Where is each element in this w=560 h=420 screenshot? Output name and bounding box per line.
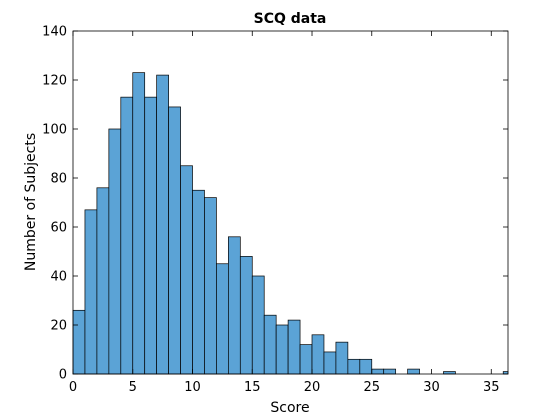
y-tick-label-80: 80 [50, 172, 67, 187]
histogram-bar-8 [168, 106, 181, 375]
bars-group [72, 72, 509, 375]
x-tick-label-5: 5 [129, 380, 137, 395]
x-tick-label-25: 25 [363, 380, 380, 395]
histogram-bar-18 [287, 319, 301, 375]
histogram-bar-25 [371, 368, 385, 375]
histogram-bar-22 [335, 341, 349, 375]
histogram-bar-2 [96, 187, 110, 375]
x-tick-labels: 0 5 10 15 20 25 30 35 [69, 380, 500, 395]
histogram-bar-0 [72, 309, 86, 375]
y-tick-label-40: 40 [50, 270, 67, 285]
y-tick-label-20: 20 [50, 319, 67, 334]
histogram-bar-6 [144, 96, 158, 375]
histogram-bar-12 [216, 263, 229, 375]
histogram-bar-14 [239, 256, 253, 375]
x-tick-label-20: 20 [304, 380, 321, 395]
x-tick-label-35: 35 [483, 380, 500, 395]
histogram-bar-7 [156, 74, 169, 375]
x-tick-label-30: 30 [423, 380, 440, 395]
histogram-bar-19 [299, 344, 313, 375]
histogram-bar-15 [251, 275, 265, 375]
histogram-bar-28 [407, 368, 420, 375]
x-axis-label: Score [270, 400, 309, 416]
y-tick-labels: 0 20 40 60 80 100 120 140 [42, 25, 67, 383]
histogram-bar-13 [228, 236, 241, 375]
histogram-bar-9 [180, 165, 193, 375]
histogram-bar-5 [132, 72, 146, 375]
histogram-bar-16 [263, 314, 277, 375]
y-tick-label-100: 100 [42, 123, 67, 138]
chart-title: SCQ data [254, 11, 327, 27]
y-tick-label-60: 60 [50, 221, 67, 236]
y-axis-label: Number of Subjects [23, 133, 39, 271]
histogram-bar-1 [84, 209, 98, 375]
histogram-bar-11 [204, 197, 217, 375]
histogram-bar-17 [275, 324, 289, 375]
histogram-bar-26 [383, 368, 397, 375]
y-tick-label-0: 0 [59, 368, 67, 383]
y-tick-label-120: 120 [42, 74, 67, 89]
histogram-bar-10 [192, 189, 205, 375]
histogram-bar-20 [311, 334, 325, 375]
histogram-bar-4 [120, 96, 134, 375]
histogram-bar-3 [108, 128, 122, 375]
histogram-bar-24 [359, 358, 373, 375]
plot-frame [72, 30, 509, 375]
x-tick-label-15: 15 [244, 380, 261, 395]
x-tick-label-0: 0 [69, 380, 77, 395]
histogram-bar-21 [323, 351, 337, 375]
histogram-bar-23 [347, 358, 361, 375]
y-tick-label-140: 140 [42, 25, 67, 40]
x-tick-label-10: 10 [184, 380, 201, 395]
